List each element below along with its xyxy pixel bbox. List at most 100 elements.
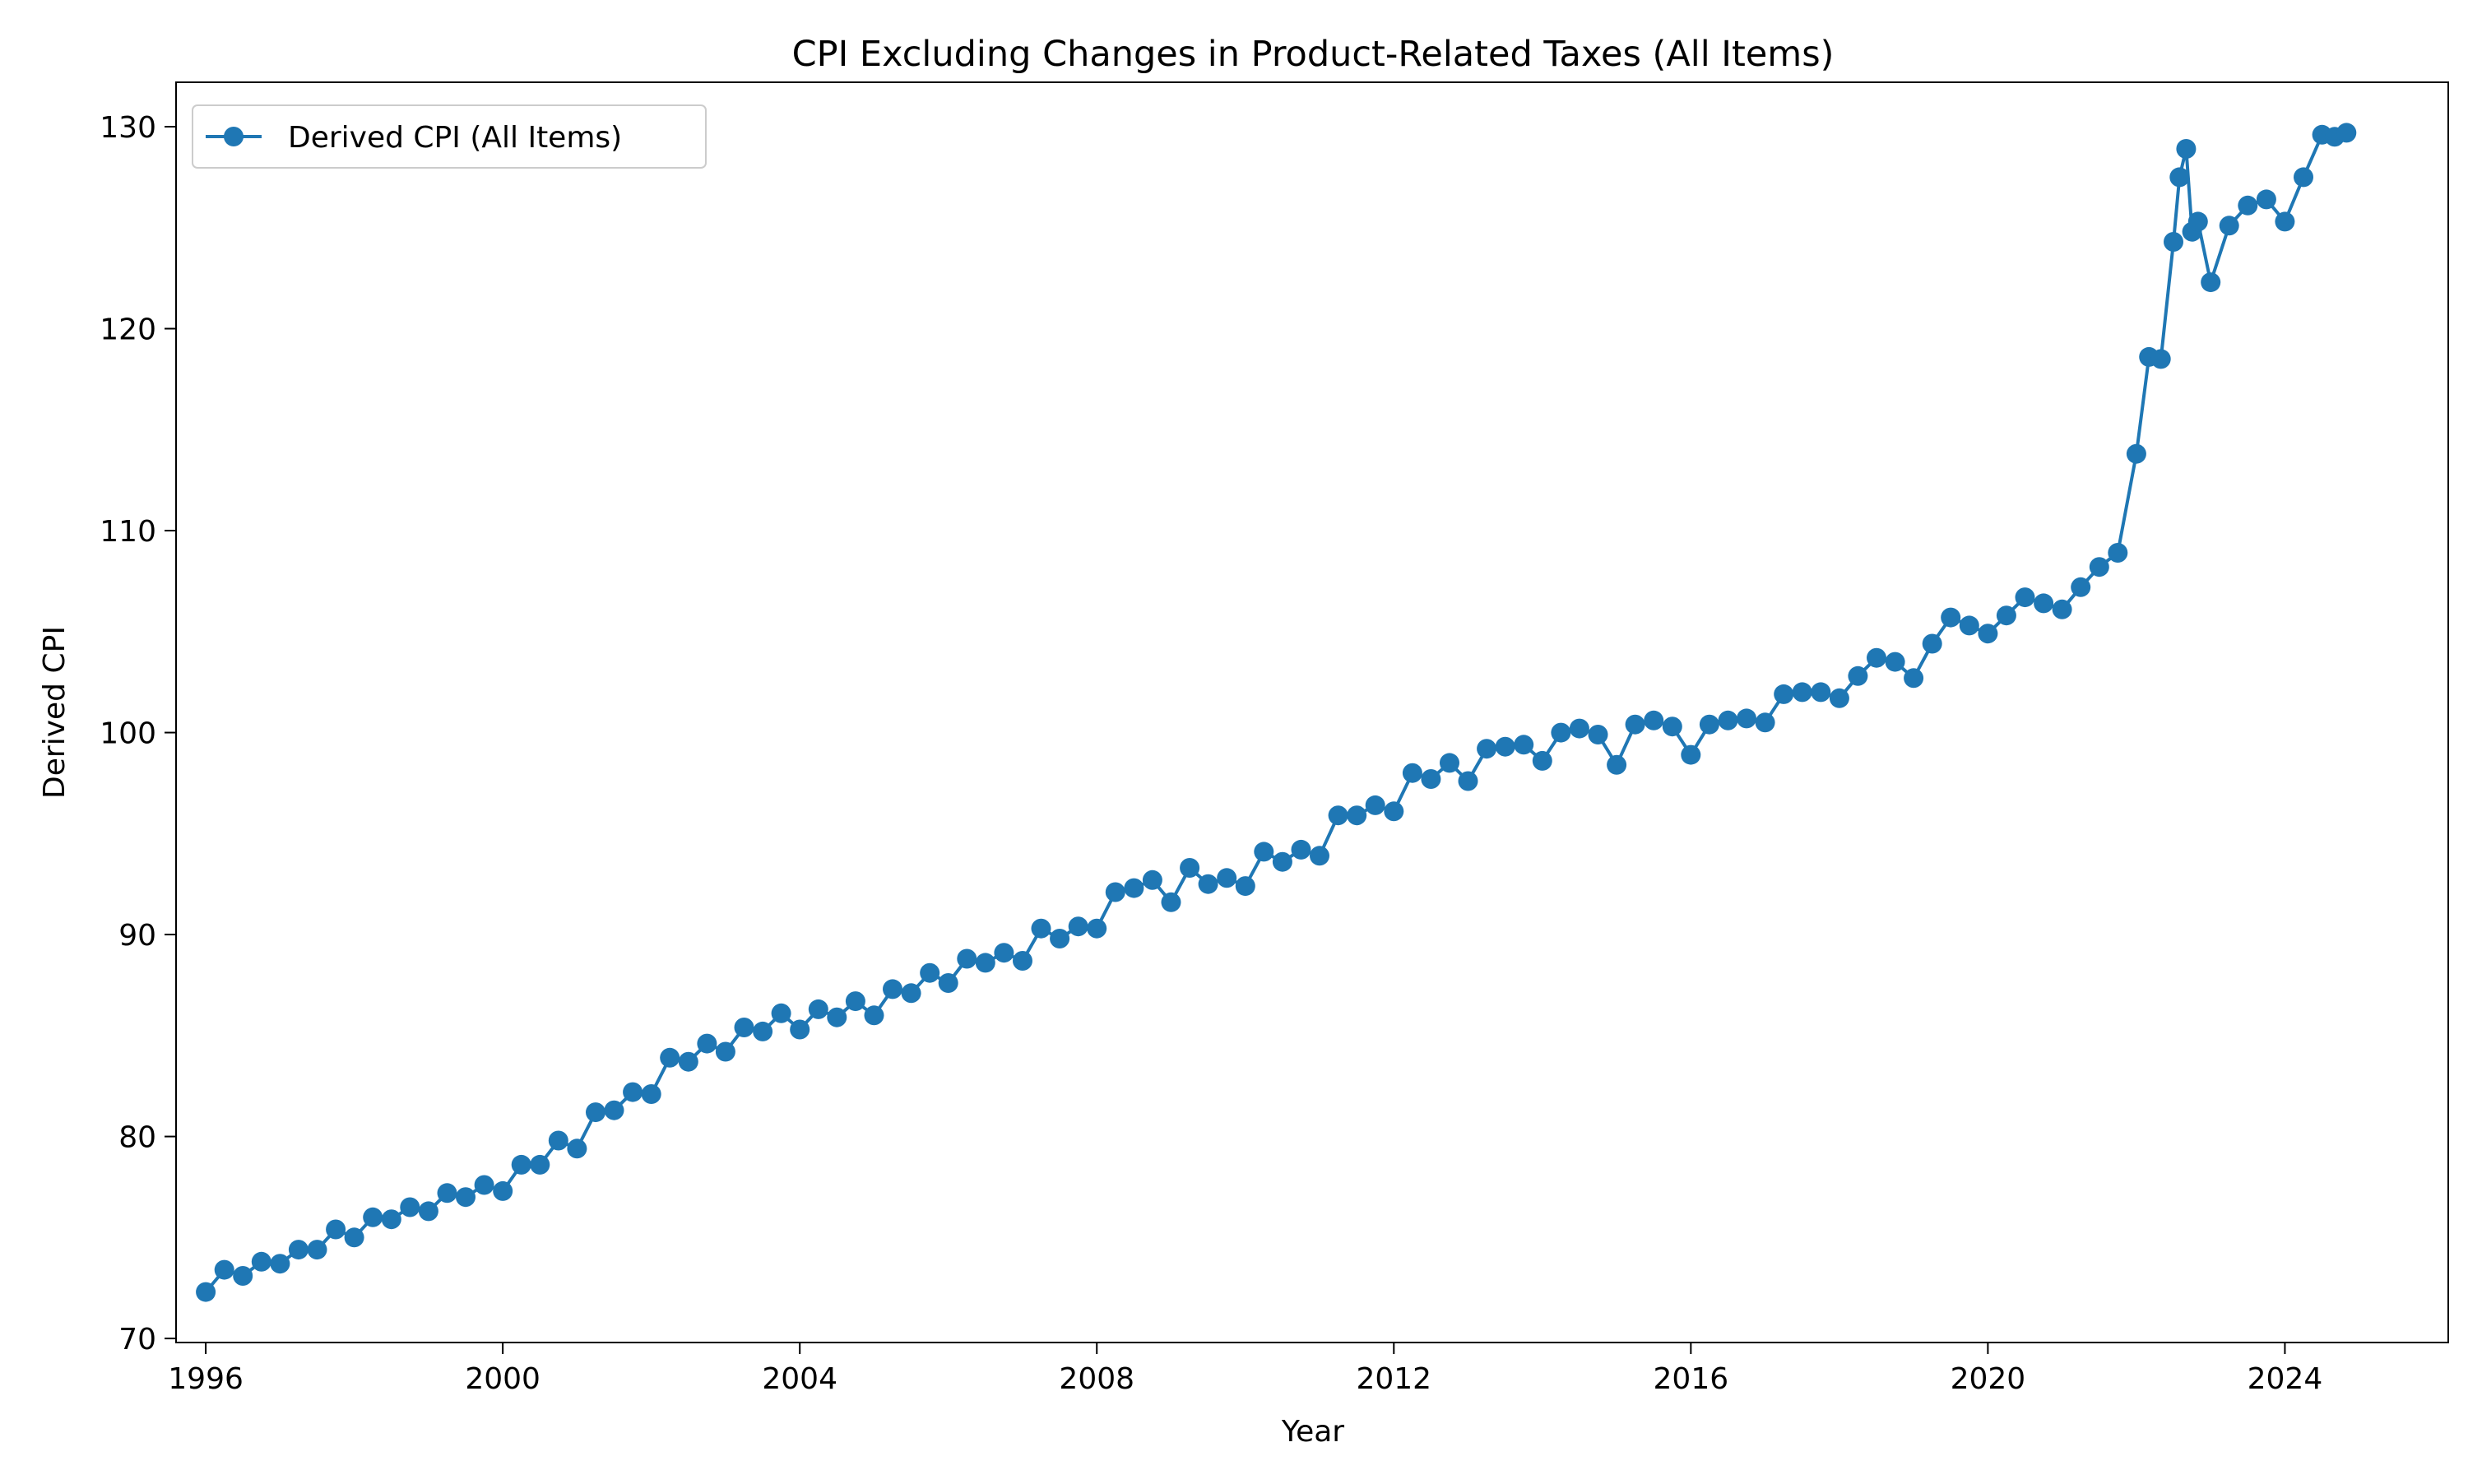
y-tick-label: 70 bbox=[118, 1323, 156, 1356]
data-point bbox=[1310, 846, 1329, 866]
data-point bbox=[1291, 839, 1311, 860]
data-point bbox=[864, 1005, 884, 1026]
data-point bbox=[530, 1154, 550, 1175]
data-point bbox=[975, 953, 995, 973]
data-point bbox=[1142, 870, 1162, 890]
data-point bbox=[1755, 712, 1775, 733]
data-point bbox=[307, 1240, 327, 1260]
data-point bbox=[2108, 543, 2128, 563]
data-point bbox=[418, 1201, 438, 1222]
data-point bbox=[1068, 916, 1088, 937]
data-point bbox=[1829, 688, 1849, 708]
data-point bbox=[1254, 842, 1274, 862]
data-point bbox=[2150, 349, 2171, 369]
data-point bbox=[1402, 763, 1422, 783]
data-point bbox=[1718, 710, 1738, 730]
data-point bbox=[1848, 665, 1868, 686]
x-tick-label: 2020 bbox=[1951, 1362, 2026, 1396]
data-point bbox=[901, 983, 921, 1004]
data-point bbox=[2201, 272, 2221, 293]
data-point bbox=[1105, 882, 1125, 902]
data-point bbox=[2169, 167, 2190, 188]
data-point bbox=[2256, 189, 2276, 210]
data-point bbox=[827, 1007, 847, 1027]
x-tick-label: 2012 bbox=[1356, 1362, 1431, 1396]
x-tick-label: 2000 bbox=[465, 1362, 540, 1396]
data-point bbox=[1792, 682, 1812, 703]
data-point bbox=[1365, 795, 1385, 815]
data-point bbox=[474, 1175, 494, 1195]
data-point bbox=[214, 1259, 234, 1280]
data-point bbox=[1996, 605, 2016, 626]
y-tick-label: 100 bbox=[100, 717, 156, 751]
data-point bbox=[883, 979, 902, 999]
data-point bbox=[734, 1018, 754, 1037]
data-point bbox=[920, 962, 940, 983]
x-axis: 1996 2000 2004 2008 2012 2016 2020 2024 bbox=[168, 1343, 2322, 1396]
data-point bbox=[1644, 710, 1664, 730]
data-point bbox=[1514, 735, 1534, 755]
x-tick-label: 2024 bbox=[2248, 1362, 2323, 1396]
data-point bbox=[2052, 599, 2072, 619]
data-point bbox=[1811, 682, 1831, 703]
data-point bbox=[1904, 668, 1924, 689]
data-point bbox=[604, 1100, 624, 1120]
legend-marker-swatch bbox=[224, 127, 244, 146]
plot-frame bbox=[175, 81, 2449, 1343]
data-point bbox=[1922, 633, 1942, 654]
data-point bbox=[288, 1240, 308, 1260]
x-tick-label: 2016 bbox=[1654, 1362, 1729, 1396]
data-point bbox=[1588, 725, 1608, 744]
x-tick-label: 2004 bbox=[762, 1362, 837, 1396]
data-point bbox=[1440, 753, 1459, 773]
legend: Derived CPI (All Items) bbox=[192, 104, 707, 169]
legend-entry-label: Derived CPI (All Items) bbox=[288, 121, 622, 155]
data-point bbox=[2089, 557, 2109, 577]
data-point bbox=[196, 1282, 216, 1302]
data-point bbox=[1031, 918, 1051, 939]
x-axis-label: Year bbox=[1281, 1415, 1344, 1449]
data-point bbox=[1347, 805, 1367, 826]
data-point bbox=[697, 1033, 717, 1054]
data-point bbox=[2034, 593, 2054, 614]
data-point bbox=[1941, 607, 1961, 628]
data-point bbox=[1421, 769, 1441, 789]
data-point bbox=[1013, 951, 1032, 971]
y-axis: 70 80 90 100 110 120 130 bbox=[100, 111, 176, 1356]
data-point bbox=[1625, 714, 1645, 735]
data-point bbox=[1458, 771, 1478, 791]
data-point bbox=[845, 991, 865, 1012]
data-point bbox=[1124, 878, 1144, 898]
data-point bbox=[678, 1051, 698, 1072]
data-point bbox=[1217, 868, 1237, 888]
data-point bbox=[2015, 587, 2035, 608]
data-point bbox=[2187, 211, 2208, 232]
data-point bbox=[586, 1102, 605, 1123]
y-tick-label: 120 bbox=[100, 313, 156, 347]
data-point bbox=[641, 1084, 661, 1104]
data-point bbox=[1959, 615, 1979, 636]
data-point bbox=[2071, 577, 2091, 597]
data-point bbox=[790, 1019, 810, 1040]
data-point bbox=[1569, 718, 1589, 739]
data-point bbox=[1180, 858, 1200, 878]
data-point bbox=[715, 1041, 735, 1062]
data-point bbox=[1161, 892, 1181, 912]
data-point bbox=[1607, 754, 1627, 775]
data-point bbox=[1235, 876, 1255, 897]
data-point bbox=[1328, 805, 1348, 826]
data-point bbox=[1699, 714, 1719, 735]
y-tick-label: 110 bbox=[100, 515, 156, 549]
data-point bbox=[1495, 736, 1515, 757]
data-point bbox=[1272, 851, 1292, 872]
data-point bbox=[1681, 744, 1701, 765]
data-point bbox=[1774, 684, 1794, 704]
data-point bbox=[511, 1154, 531, 1175]
data-point bbox=[2126, 443, 2146, 464]
data-point bbox=[1867, 647, 1886, 668]
data-point bbox=[344, 1227, 364, 1248]
data-point bbox=[270, 1254, 290, 1274]
data-point bbox=[753, 1021, 773, 1041]
data-point bbox=[251, 1251, 271, 1272]
